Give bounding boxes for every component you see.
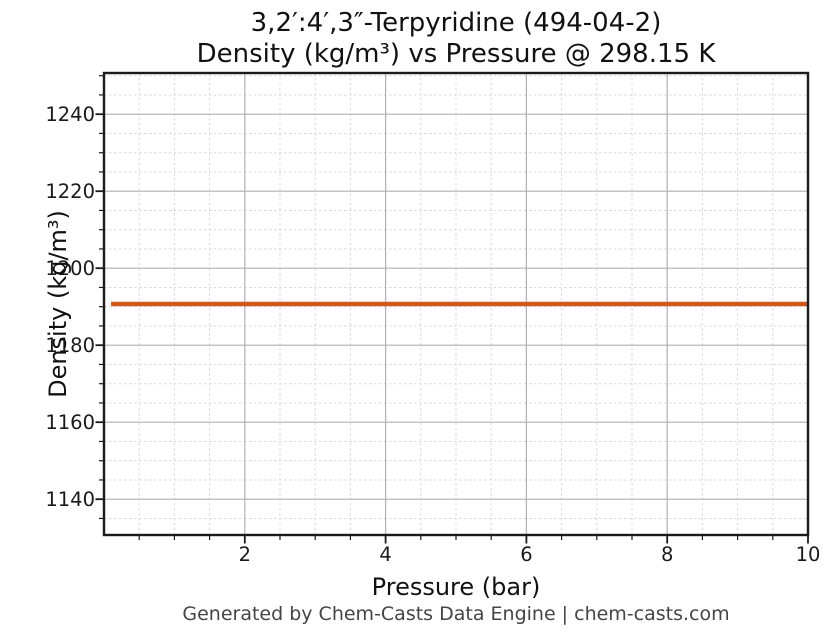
x-axis-label: Pressure (bar): [371, 573, 541, 601]
y-tick-label: 1160: [45, 411, 95, 434]
y-tick-label: 1220: [45, 180, 95, 203]
y-tick-label: 1180: [45, 334, 95, 357]
x-tick-label: 2: [239, 543, 251, 566]
x-tick-label: 6: [520, 543, 532, 566]
x-tick-label: 4: [379, 543, 391, 566]
y-tick-label: 1140: [45, 488, 95, 511]
x-tick-label: 10: [796, 543, 821, 566]
y-tick-label: 1200: [45, 257, 95, 280]
y-tick-label: 1240: [45, 103, 95, 126]
x-tick-label: 8: [661, 543, 673, 566]
chart-title-line2: Density (kg/m³) vs Pressure @ 298.15 K: [196, 39, 716, 69]
chart-title: 3,2′:4′,3″-Terpyridine (494-04-2) Densit…: [104, 8, 808, 70]
footer-credit: Generated by Chem-Casts Data Engine | ch…: [182, 603, 730, 625]
plot-frame: [102, 71, 810, 537]
chart-title-line1: 3,2′:4′,3″-Terpyridine (494-04-2): [250, 8, 662, 38]
y-axis-label: Density (kg/m³): [44, 210, 72, 398]
